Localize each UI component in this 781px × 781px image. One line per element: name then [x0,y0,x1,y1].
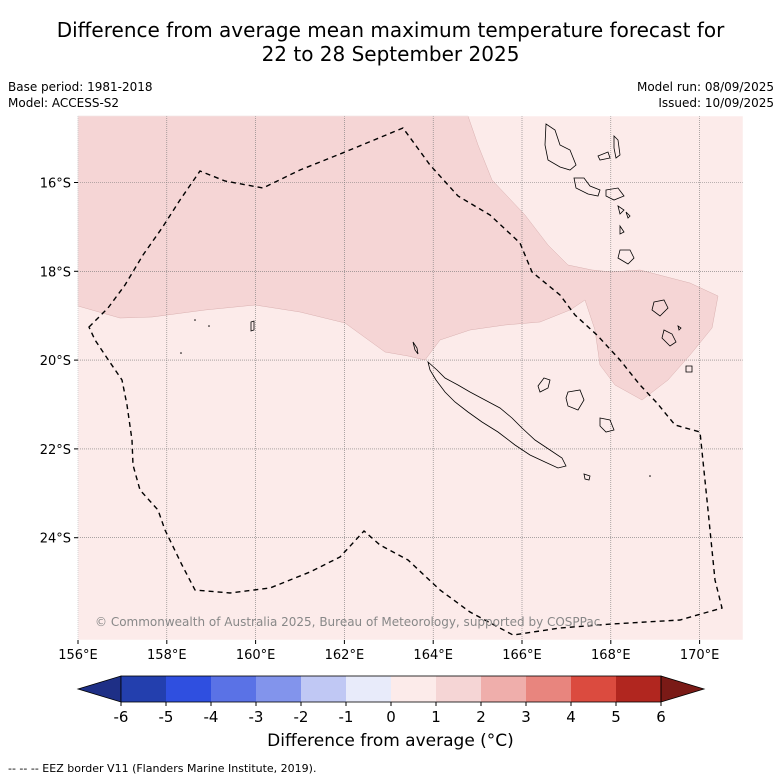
lat-tick-label: 20°S [40,354,71,369]
lon-tick-label: 166°E [502,648,542,663]
colorbar-tick-label: -5 [159,708,174,726]
reef-islet-4 [649,475,651,477]
colorbar-bin [481,676,526,702]
colorbar-tick-label: 3 [521,708,531,726]
issued-date: Issued: 10/09/2025 [658,96,774,110]
meta-left: Base period: 1981-2018 Model: ACCESS-S2 [8,79,153,111]
base-period: Base period: 1981-2018 [8,80,153,94]
latitude-axis: 16°S 18°S 20°S 22°S 24°S [40,177,78,547]
colorbar-extend-low [76,675,122,703]
title-line-2: 22 to 28 September 2025 [261,42,520,66]
title-line-1: Difference from average mean maximum tem… [56,18,725,42]
colorbar-bin [571,676,616,702]
anomaly-region-1-2 [77,115,719,401]
colorbar-bin [301,676,346,702]
colorbar-bin [121,676,166,702]
colorbar-bin [346,676,391,702]
map-title: Difference from average mean maximum tem… [0,18,781,66]
lon-tick-label: 162°E [325,648,365,663]
colorbar-tick-label: -3 [249,708,264,726]
colorbar-label: Difference from average (°C) [267,731,514,751]
colorbar: -6 -5 -4 -3 -2 -1 0 1 2 3 4 5 6 [76,675,706,726]
lon-tick-label: 160°E [236,648,276,663]
lon-tick-label: 164°E [413,648,453,663]
colorbar-tick-label: 6 [656,708,666,726]
reef-islet-1 [194,319,196,321]
footer-note: -- -- -- EEZ border V11 (Flanders Marine… [8,762,317,775]
colorbar-tick-label: -1 [339,708,354,726]
colorbar-bin [256,676,301,702]
colorbar-bin [211,676,256,702]
colorbar-tick-label: -6 [114,708,129,726]
colorbar-extend-high [660,675,706,703]
colorbar-tick-label: -4 [204,708,219,726]
map-frame [77,115,744,641]
ouvea-coastline [537,377,551,393]
colorbar-bin [166,676,211,702]
map-area: © Commonwealth of Australia 2025, Bureau… [77,115,744,641]
colorbar-tick-label: 0 [386,708,396,726]
model-name: Model: ACCESS-S2 [8,96,120,110]
reef-islet-3 [180,352,182,354]
new-caledonia-coastline [427,360,567,469]
walpole-coastline [583,473,591,481]
vanuatu-coastlines [544,123,635,265]
lat-tick-label: 22°S [40,443,71,458]
colorbar-tick-label: 4 [566,708,576,726]
copyright-text: © Commonwealth of Australia 2025, Bureau… [95,615,600,629]
belep-islands-coastline [412,341,419,355]
lon-tick-label: 168°E [591,648,631,663]
lifou-coastline [565,389,585,411]
model-run: Model run: 08/09/2025 [636,80,774,94]
colorbar-bin [526,676,571,702]
colorbar-bin [391,676,436,702]
meta-right: Model run: 08/09/2025 Issued: 10/09/2025 [637,79,774,111]
lon-tick-label: 158°E [147,648,187,663]
longitude-axis: 156°E 158°E 160°E 162°E 164°E 166°E 168°E 170°E [58,640,719,663]
colorbar-bin [616,676,661,702]
lat-tick-label: 24°S [40,532,71,547]
mare-coastline [599,417,615,433]
reef-islet-2 [208,325,210,327]
chesterfield-islet-coastline [250,320,255,332]
lat-tick-label: 18°S [40,265,71,280]
colorbar-tick-label: -2 [294,708,309,726]
colorbar-bin [436,676,481,702]
colorbar-tick-label: 2 [476,708,486,726]
lon-tick-label: 156°E [58,648,98,663]
eez-border [88,127,723,636]
colorbar-tick-label: 1 [431,708,441,726]
eastern-islands-coastlines [651,299,693,373]
lat-tick-label: 16°S [40,177,71,192]
lon-tick-label: 170°E [680,648,720,663]
colorbar-tick-label: 5 [611,708,621,726]
